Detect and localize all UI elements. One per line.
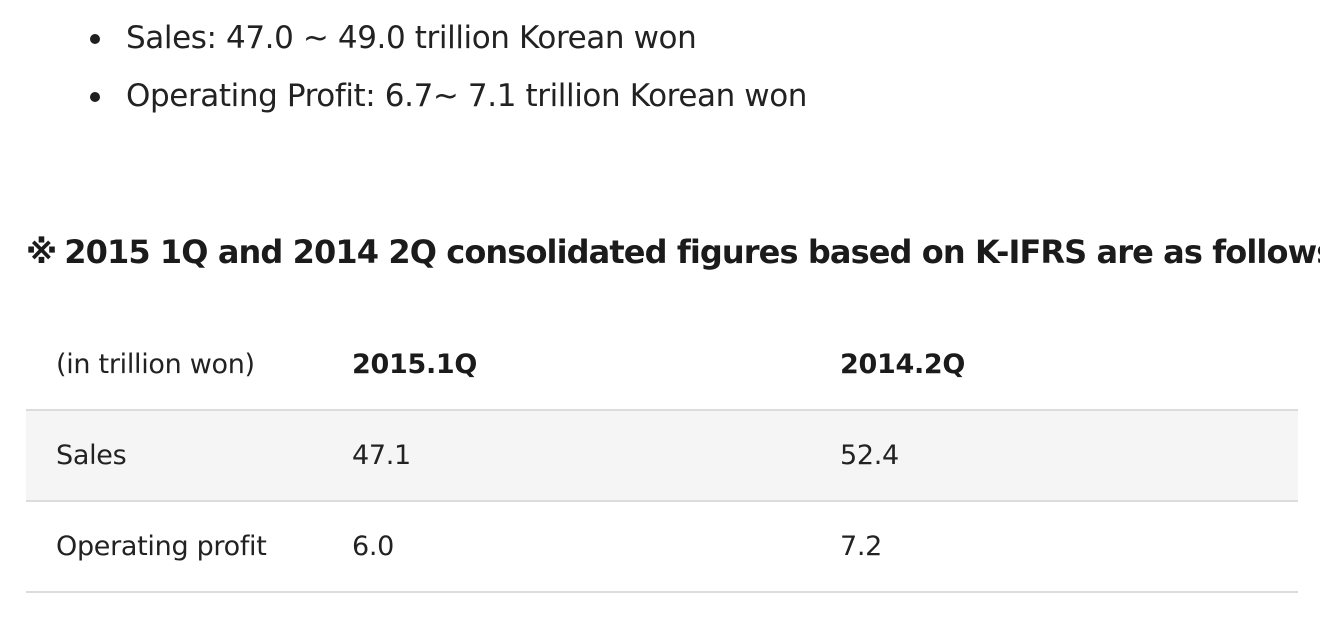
- table-row-sales: Sales 47.1 52.4: [26, 410, 1298, 501]
- column-header-2014-2q: 2014.2Q: [840, 349, 966, 380]
- unit-header: (in trillion won): [56, 349, 255, 380]
- operating-profit-guidance-item: Operating Profit: 6.7~ 7.1 trillion Kore…: [89, 78, 808, 114]
- table-header-row: (in trillion won) 2015.1Q 2014.2Q: [26, 320, 1298, 410]
- row-label-operating-profit: Operating profit: [56, 531, 267, 562]
- consolidated-figures-table: (in trillion won) 2015.1Q 2014.2Q Sales …: [26, 320, 1298, 593]
- cell-sales-2014-2q: 52.4: [840, 440, 899, 471]
- reference-mark-icon: ※: [26, 233, 57, 271]
- column-header-2015-1q: 2015.1Q: [352, 349, 478, 380]
- cell-operating-profit-2015-1q: 6.0: [352, 531, 395, 562]
- cell-operating-profit-2014-2q: 7.2: [840, 531, 883, 562]
- row-label-sales: Sales: [56, 440, 127, 471]
- note-heading: ※ 2015 1Q and 2014 2Q consolidated figure…: [26, 229, 1320, 275]
- table-row-operating-profit: Operating profit 6.0 7.2: [26, 501, 1298, 592]
- cell-sales-2015-1q: 47.1: [352, 440, 411, 471]
- note-heading-text: 2015 1Q and 2014 2Q consolidated figures…: [64, 233, 1320, 271]
- sales-guidance-item: Sales: 47.0 ~ 49.0 trillion Korean won: [89, 20, 697, 56]
